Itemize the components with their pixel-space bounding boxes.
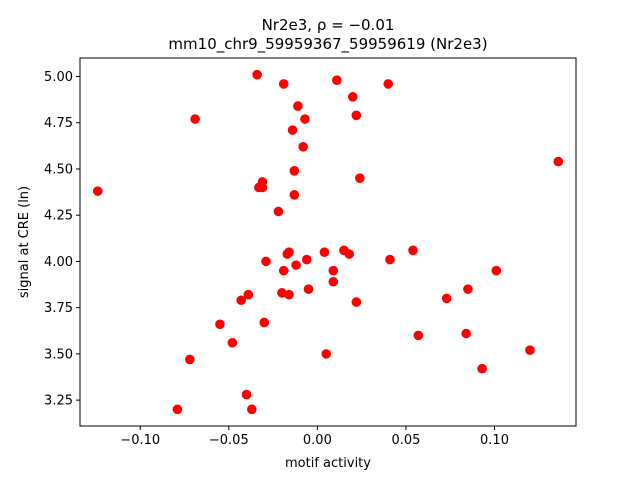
scatter-point — [491, 265, 502, 276]
scatter-point — [241, 389, 252, 400]
scatter-point — [289, 190, 300, 200]
scatter-point — [344, 249, 355, 259]
scatter-point — [252, 69, 262, 80]
y-axis-ticks: 3.25 3.50 3.75 4.00 4.25 4.50 4.75 5.00 — [44, 70, 80, 409]
scatter-point — [332, 75, 342, 85]
y-axis-label: signal at CRE (ln) — [17, 186, 32, 298]
scatter-point — [351, 297, 362, 307]
y-tick-label: 4.25 — [44, 209, 73, 224]
chart-title-line1: Nr2e3, ρ = −0.01 — [262, 16, 395, 34]
x-tick-label: 0.05 — [391, 433, 420, 448]
scatter-point — [289, 166, 300, 176]
data-points — [92, 69, 564, 415]
y-tick-label: 4.00 — [44, 255, 73, 270]
scatter-point — [385, 254, 395, 265]
x-tick-label: 0.00 — [303, 433, 332, 448]
scatter-point — [261, 256, 271, 267]
scatter-point — [247, 404, 257, 415]
x-tick-label: −0.10 — [120, 433, 160, 448]
scatter-point — [278, 79, 289, 89]
plot-area-frame — [79, 57, 577, 427]
x-axis-ticks: −0.10 −0.05 0.00 0.05 0.10 — [120, 426, 509, 448]
scatter-point — [293, 101, 303, 111]
scatter-point — [477, 363, 487, 374]
scatter-point — [321, 349, 332, 359]
scatter-point — [243, 289, 254, 300]
scatter-point — [553, 156, 564, 167]
scatter-point — [348, 92, 358, 102]
y-tick-label: 4.75 — [44, 116, 73, 131]
x-tick-label: 0.10 — [480, 433, 509, 448]
scatter-point — [319, 247, 330, 257]
scatter-point — [284, 289, 294, 300]
y-tick-label: 3.25 — [44, 394, 73, 409]
chart-title-line2: mm10_chr9_59959367_59959619 (Nr2e3) — [168, 35, 487, 54]
scatter-point — [236, 295, 246, 306]
scatter-point — [328, 265, 339, 276]
scatter-point — [525, 345, 535, 355]
scatter-point — [92, 186, 103, 196]
y-tick-label: 5.00 — [44, 70, 73, 85]
scatter-point — [291, 260, 301, 270]
scatter-point — [215, 319, 225, 330]
scatter-point — [287, 125, 298, 135]
scatter-point — [273, 206, 284, 217]
y-tick-label: 3.75 — [44, 301, 73, 316]
scatter-point — [185, 354, 195, 365]
x-tick-label: −0.05 — [209, 433, 249, 448]
scatter-point — [355, 173, 365, 184]
scatter-point — [383, 79, 394, 89]
scatter-point — [441, 293, 452, 304]
scatter-point — [303, 284, 314, 294]
scatter-point — [190, 114, 200, 124]
chart-title: Nr2e3, ρ = −0.01 mm10_chr9_59959367_5995… — [168, 16, 487, 54]
scatter-point — [300, 114, 310, 124]
y-tick-label: 3.50 — [44, 347, 73, 362]
scatter-point — [298, 141, 309, 152]
scatter-point — [408, 245, 418, 256]
scatter-point — [463, 284, 473, 294]
scatter-point — [172, 404, 183, 415]
x-axis-label: motif activity — [285, 456, 371, 471]
scatter-point — [328, 276, 339, 287]
scatter-point — [351, 110, 362, 121]
scatter-point — [413, 330, 424, 341]
scatter-point — [278, 265, 289, 276]
y-tick-label: 4.50 — [44, 162, 73, 177]
scatter-point — [461, 328, 471, 339]
scatter-point — [227, 337, 238, 348]
scatter-point — [284, 247, 294, 257]
scatter-point — [301, 254, 312, 265]
scatter-point — [257, 182, 268, 193]
scatter-point — [259, 317, 270, 328]
